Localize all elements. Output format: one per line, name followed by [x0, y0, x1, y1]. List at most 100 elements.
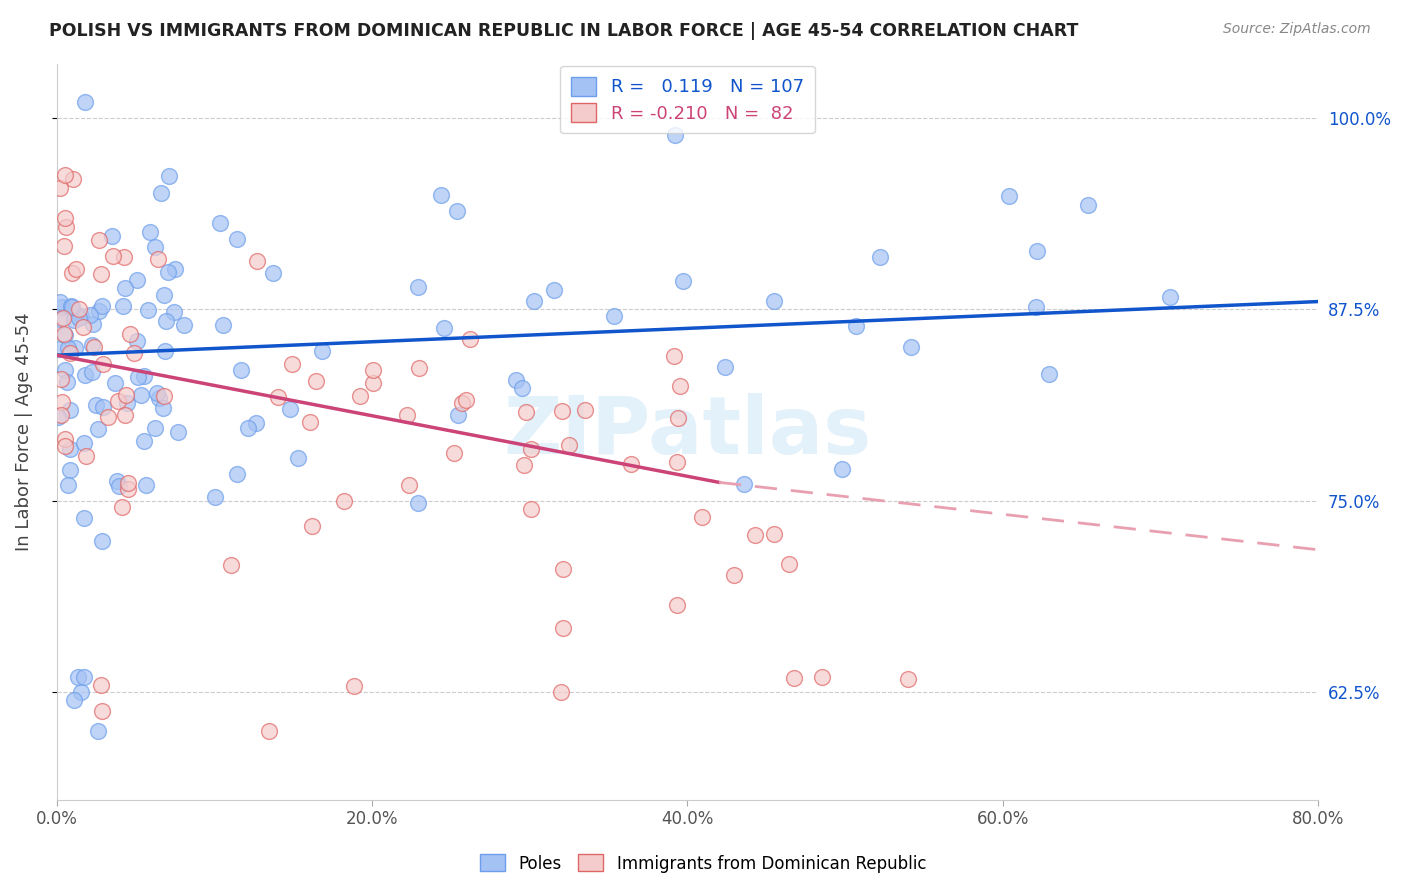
Point [120, 326, 142, 341]
Point [72, 319, 94, 334]
Point [299, 415, 322, 429]
Point [869, 250, 891, 264]
Point [406, 496, 429, 510]
Point [132, 434, 155, 448]
Point [53, 433, 76, 447]
Point [67, 301, 90, 316]
Point [762, 526, 785, 541]
Point [1038, 368, 1060, 382]
Point [108, 478, 131, 492]
Point [512, 458, 534, 472]
Point [70, 685, 93, 699]
Point [114, 281, 136, 295]
Point [363, 363, 385, 377]
Point [111, 300, 134, 314]
Point [550, 404, 572, 418]
Point [49, 181, 72, 195]
Point [53, 327, 76, 342]
Point [55, 220, 77, 235]
Point [53, 239, 76, 253]
Point [52, 311, 75, 326]
Point [361, 376, 384, 390]
Point [53, 328, 76, 343]
Point [763, 293, 786, 308]
Point [107, 394, 129, 409]
Point [603, 310, 626, 324]
Text: ZIPatlas: ZIPatlas [503, 392, 872, 471]
Point [262, 266, 284, 280]
Point [46, 409, 69, 424]
Point [80, 365, 103, 379]
Point [93, 400, 115, 414]
Point [55, 168, 77, 182]
Point [226, 232, 249, 246]
Point [1159, 290, 1181, 304]
Point [723, 568, 745, 582]
Point [543, 283, 565, 297]
Point [131, 388, 153, 402]
Point [79, 308, 101, 322]
Point [619, 457, 641, 471]
Point [136, 303, 159, 318]
Point [343, 679, 366, 693]
Point [558, 437, 581, 451]
Point [90, 677, 112, 691]
Y-axis label: In Labor Force | Age 45-54: In Labor Force | Age 45-54 [15, 312, 32, 551]
Point [90, 267, 112, 281]
Point [115, 396, 138, 410]
Point [692, 510, 714, 524]
Point [153, 389, 176, 403]
Point [267, 390, 290, 404]
Point [59, 463, 82, 477]
Point [49, 311, 72, 326]
Point [59, 346, 82, 360]
Point [897, 672, 920, 686]
Point [51, 300, 73, 314]
Point [278, 402, 301, 417]
Point [671, 274, 693, 288]
Point [51, 395, 73, 409]
Point [301, 519, 323, 533]
Point [63, 313, 86, 327]
Point [510, 381, 533, 395]
Point [59, 442, 82, 456]
Point [666, 598, 689, 612]
Point [135, 478, 157, 492]
Point [219, 558, 242, 573]
Point [458, 332, 481, 346]
Point [349, 389, 371, 403]
Point [900, 340, 922, 354]
Point [80, 337, 103, 351]
Point [51, 408, 73, 422]
Point [60, 266, 83, 280]
Point [83, 340, 105, 354]
Point [305, 374, 328, 388]
Point [212, 318, 235, 333]
Point [515, 405, 537, 419]
Point [668, 411, 690, 425]
Point [551, 622, 574, 636]
Point [395, 408, 418, 422]
Point [91, 357, 114, 371]
Point [664, 128, 686, 142]
Point [114, 409, 136, 423]
Point [86, 723, 108, 738]
Point [70, 309, 93, 323]
Point [173, 318, 195, 332]
Point [281, 357, 304, 371]
Point [150, 186, 173, 201]
Point [447, 409, 470, 423]
Point [505, 372, 527, 386]
Point [152, 401, 174, 416]
Point [56, 375, 79, 389]
Point [56, 478, 79, 492]
Text: Source: ZipAtlas.com: Source: ZipAtlas.com [1223, 22, 1371, 37]
Point [97, 410, 120, 425]
Point [430, 187, 453, 202]
Point [117, 475, 139, 490]
Point [287, 450, 309, 465]
Point [1077, 198, 1099, 212]
Point [117, 483, 139, 497]
Point [146, 386, 169, 401]
Point [226, 467, 249, 481]
